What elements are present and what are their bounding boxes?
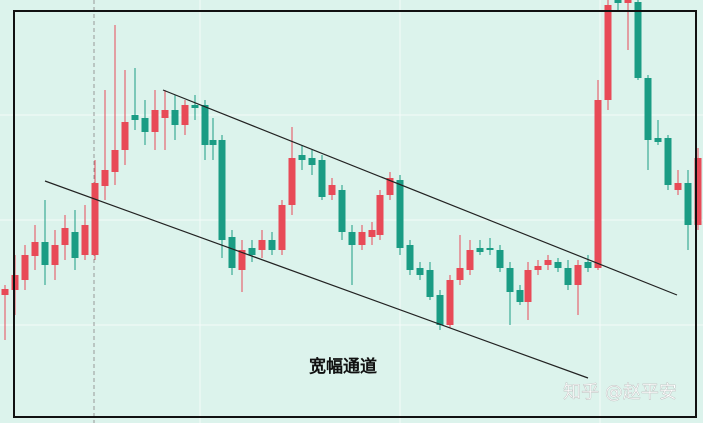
candle-body — [1, 289, 9, 295]
candle-body — [31, 242, 39, 256]
candle-body — [564, 268, 572, 285]
candle-body — [654, 138, 662, 142]
candle-body — [258, 240, 266, 250]
candle-body — [81, 225, 89, 255]
candle-body — [614, 0, 622, 3]
candle-body — [238, 250, 246, 270]
candle-body — [181, 105, 189, 125]
candle-body — [516, 290, 524, 302]
candle-body — [406, 245, 414, 270]
candle-body — [248, 248, 256, 255]
candle-body — [684, 183, 692, 225]
candle-body — [574, 265, 582, 285]
candle-body — [476, 248, 484, 252]
candle-body — [674, 183, 682, 190]
candle-body — [594, 100, 602, 268]
candle-body — [191, 105, 199, 108]
candle-body — [386, 178, 394, 195]
candle-body — [41, 242, 49, 265]
frame — [13, 10, 697, 418]
candle-body — [288, 158, 296, 205]
candle-body — [416, 268, 424, 275]
candle-body — [624, 0, 632, 3]
candle-body — [218, 140, 226, 240]
candle-body — [436, 295, 444, 325]
candle-body — [268, 240, 276, 250]
candle-body — [486, 248, 494, 250]
candle-body — [348, 232, 356, 245]
candle-body — [228, 237, 236, 268]
candle-body — [604, 5, 612, 100]
candle-body — [524, 270, 532, 302]
candle-body — [368, 230, 376, 237]
candle-body — [308, 158, 316, 165]
candle-body — [101, 170, 109, 186]
candle-body — [328, 185, 336, 195]
candle-body — [376, 195, 384, 235]
candle-body — [151, 110, 159, 132]
candle-body — [161, 110, 169, 118]
candle-body — [554, 262, 562, 268]
candle-body — [584, 262, 592, 268]
candle-body — [141, 118, 149, 132]
candle-body — [51, 245, 59, 265]
candle-body — [278, 205, 286, 250]
candle-body — [61, 228, 69, 245]
candle-body — [634, 2, 642, 78]
candle-body — [396, 180, 404, 248]
candle-body — [338, 190, 346, 232]
candle-body — [506, 268, 514, 292]
candle-body — [446, 280, 454, 325]
candle-body — [426, 270, 434, 297]
candle-body — [496, 250, 504, 268]
candle-body — [544, 260, 552, 265]
candle-body — [298, 155, 306, 160]
watermark: 知乎 @赵平安 — [563, 382, 677, 403]
candle-body — [171, 110, 179, 125]
candle-body — [131, 115, 139, 120]
candle-body — [21, 255, 29, 280]
channel-line — [162, 89, 678, 296]
candle-body — [694, 158, 702, 225]
candle-body — [111, 150, 119, 172]
candle-body — [466, 250, 474, 270]
candle-body — [644, 78, 652, 140]
candle-body — [201, 105, 209, 145]
candle-body — [456, 268, 464, 280]
candle-body — [358, 232, 366, 245]
candle-body — [534, 266, 542, 270]
candle-body — [664, 138, 672, 185]
candle-body — [318, 160, 326, 197]
annotation: 宽幅通道 — [309, 356, 377, 377]
channel-line — [44, 180, 589, 379]
candle-body — [71, 232, 79, 258]
candle-body — [91, 183, 99, 255]
candle-body — [209, 140, 217, 145]
candle-body — [121, 122, 129, 150]
